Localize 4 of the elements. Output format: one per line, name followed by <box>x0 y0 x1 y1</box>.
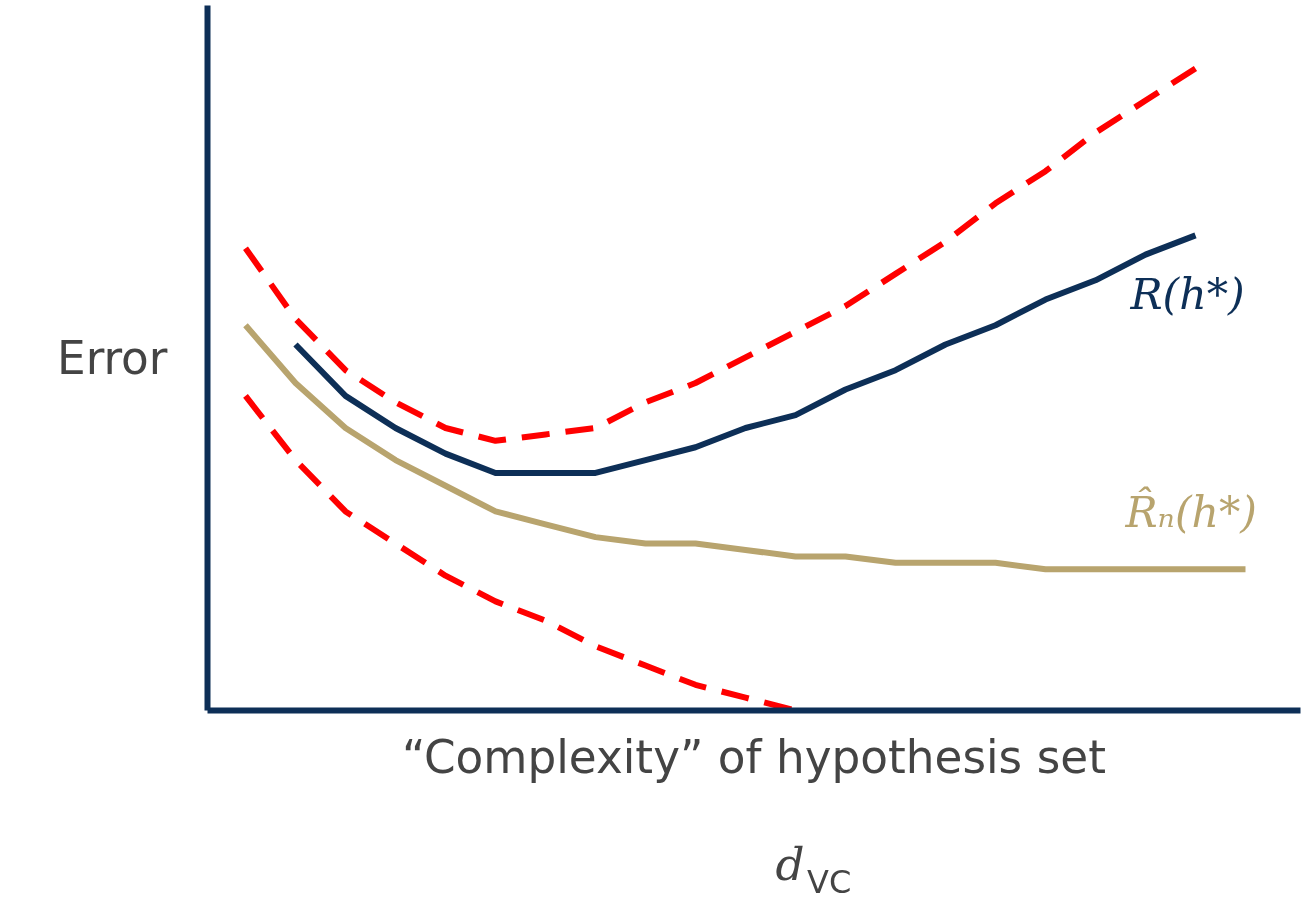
series-label: R(h*) <box>1129 268 1245 319</box>
y-axis-title: Error <box>57 331 168 385</box>
series-label: R̂ₙ(h*) <box>1124 486 1257 538</box>
x-axis-title: “Complexity” of hypothesis set <box>402 730 1106 784</box>
